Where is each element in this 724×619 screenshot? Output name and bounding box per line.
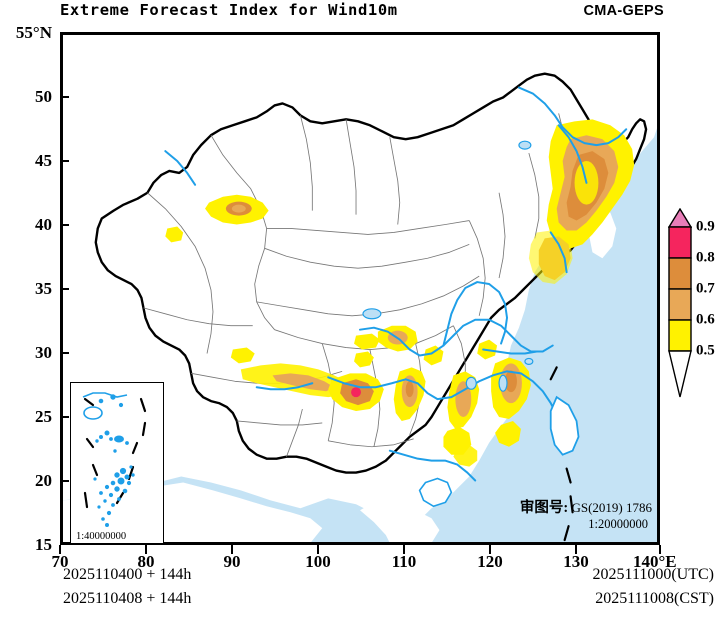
- x-tick-90: 90: [223, 552, 241, 571]
- efi-patch-xinjiang-core2: [231, 204, 246, 213]
- page-title: Extreme Forecast Index for Wind10m: [60, 1, 398, 19]
- y-tickmark: [60, 160, 69, 162]
- x-tickmark: [489, 545, 491, 554]
- lake-taihu: [524, 357, 534, 365]
- y-tick-25: 25: [35, 407, 52, 426]
- river-yangtze: [327, 370, 558, 416]
- river-yellow: [359, 318, 554, 357]
- x-tickmark: [317, 545, 319, 554]
- map-plot-area: 1:40000000 审图号: GS(2019) 1786 1:20000000: [60, 32, 660, 545]
- river-yellow-bend: [442, 281, 509, 347]
- x-tick-120: 120: [477, 552, 503, 571]
- island-hainan: [418, 477, 453, 508]
- x-tick-100: 100: [305, 552, 331, 571]
- river-songhua: [557, 124, 588, 184]
- attribution-number: GS(2019) 1786: [571, 500, 652, 516]
- x-tickmark: [659, 545, 661, 554]
- attribution-label: 审图号:: [519, 500, 569, 517]
- efi-patch-xinjiang-west: [165, 226, 184, 243]
- colorbar-band-06-07: [668, 288, 692, 321]
- lake-poyang: [498, 374, 508, 392]
- inset-map-canvas: [71, 383, 163, 543]
- efi-patch-jiangxi-core2: [505, 370, 517, 393]
- y-tick-35: 35: [35, 279, 52, 298]
- efi-patch-liaodong-edge: [528, 230, 573, 285]
- river-pearl: [388, 449, 477, 482]
- efi-patch-south: [453, 444, 478, 467]
- colorbar-tick-08: 0.8: [696, 249, 715, 266]
- y-tick-40: 40: [35, 215, 52, 234]
- y-tickmark: [60, 352, 69, 354]
- river-amur: [517, 86, 628, 147]
- lake-hulun: [518, 140, 532, 150]
- attribution-scale: 1:20000000: [588, 517, 648, 532]
- x-tick-110: 110: [391, 552, 417, 571]
- x-tickmark: [59, 545, 61, 554]
- efi-patch-tibet-small1: [230, 347, 255, 364]
- colorbar-canvas: [667, 207, 693, 398]
- y-tickmark: [60, 480, 69, 482]
- colorbar-band-05-06: [668, 319, 692, 352]
- y-tick-15: 15: [35, 535, 52, 554]
- river-tibet: [255, 382, 314, 391]
- colorbar: 0.9 0.8 0.7 0.6 0.5: [667, 207, 715, 398]
- lakes-layer: [362, 140, 534, 392]
- efi-patch-sichuan-core2: [405, 381, 414, 398]
- colorbar-bottom-arrow: [668, 350, 692, 398]
- y-tickmark: [60, 416, 69, 418]
- y-tickmark: [60, 32, 69, 34]
- lake-dongting: [465, 376, 477, 390]
- y-tickmark: [60, 224, 69, 226]
- efi-patch-tibet-small2: [354, 351, 374, 368]
- colorbar-band-08-09: [668, 226, 692, 259]
- y-tick-20: 20: [35, 471, 52, 490]
- y-tick-30: 30: [35, 343, 52, 362]
- x-tickmark: [145, 545, 147, 554]
- inset-scale-label: 1:40000000: [76, 531, 127, 542]
- x-tick-140: 140°E: [633, 552, 677, 571]
- footer-valid-cst: 2025111008(CST): [595, 590, 714, 607]
- inset-map-south-china-sea: 1:40000000: [70, 382, 164, 543]
- colorbar-tick-09: 0.9: [696, 218, 715, 235]
- y-tick-45: 45: [35, 151, 52, 170]
- y-tickmark: [60, 543, 69, 545]
- y-tick-50: 50: [35, 87, 52, 106]
- river-coast-e: [549, 231, 568, 274]
- lake-qinghai: [362, 308, 382, 320]
- rivers-layer: [164, 86, 628, 482]
- colorbar-tick-05: 0.5: [696, 342, 715, 359]
- colorbar-top-arrow: [667, 207, 693, 228]
- y-tickmark: [60, 96, 69, 98]
- x-tick-70: 70: [51, 552, 69, 571]
- footer-init-cst: 2025110408 + 144h: [63, 590, 192, 607]
- colorbar-band-07-08: [668, 257, 692, 290]
- x-tickmark: [231, 545, 233, 554]
- efi-patch-fujian: [495, 420, 521, 447]
- x-tick-130: 130: [563, 552, 589, 571]
- efi-patch-gansu2: [354, 333, 380, 350]
- footer-init-utc: 2025110400 + 144h: [63, 566, 192, 583]
- colorbar-tick-06: 0.6: [696, 311, 715, 328]
- nine-dash-line: [549, 366, 574, 542]
- map-attribution: 审图号: GS(2019) 1786 1:20000000: [520, 499, 652, 533]
- y-tick-55: 55°N: [15, 23, 52, 42]
- island-taiwan: [549, 395, 580, 456]
- x-tick-80: 80: [137, 552, 155, 571]
- y-tickmark: [60, 288, 69, 290]
- x-tickmark: [575, 545, 577, 554]
- colorbar-tick-07: 0.7: [696, 280, 715, 297]
- efi-patch-yangtze: [423, 345, 444, 366]
- footer-valid-utc: 2025111000(UTC): [592, 566, 714, 583]
- efi-patch-himalaya-core: [351, 387, 361, 398]
- land-indochina: [360, 502, 440, 543]
- islands-layer: [418, 395, 580, 508]
- efi-patch-tibet-core: [272, 373, 335, 392]
- river-nw: [164, 150, 197, 186]
- x-tickmark: [403, 545, 405, 554]
- efi-patch-hunan-core: [455, 381, 472, 417]
- model-label: CMA-GEPS: [583, 3, 664, 19]
- river-huai: [482, 348, 538, 355]
